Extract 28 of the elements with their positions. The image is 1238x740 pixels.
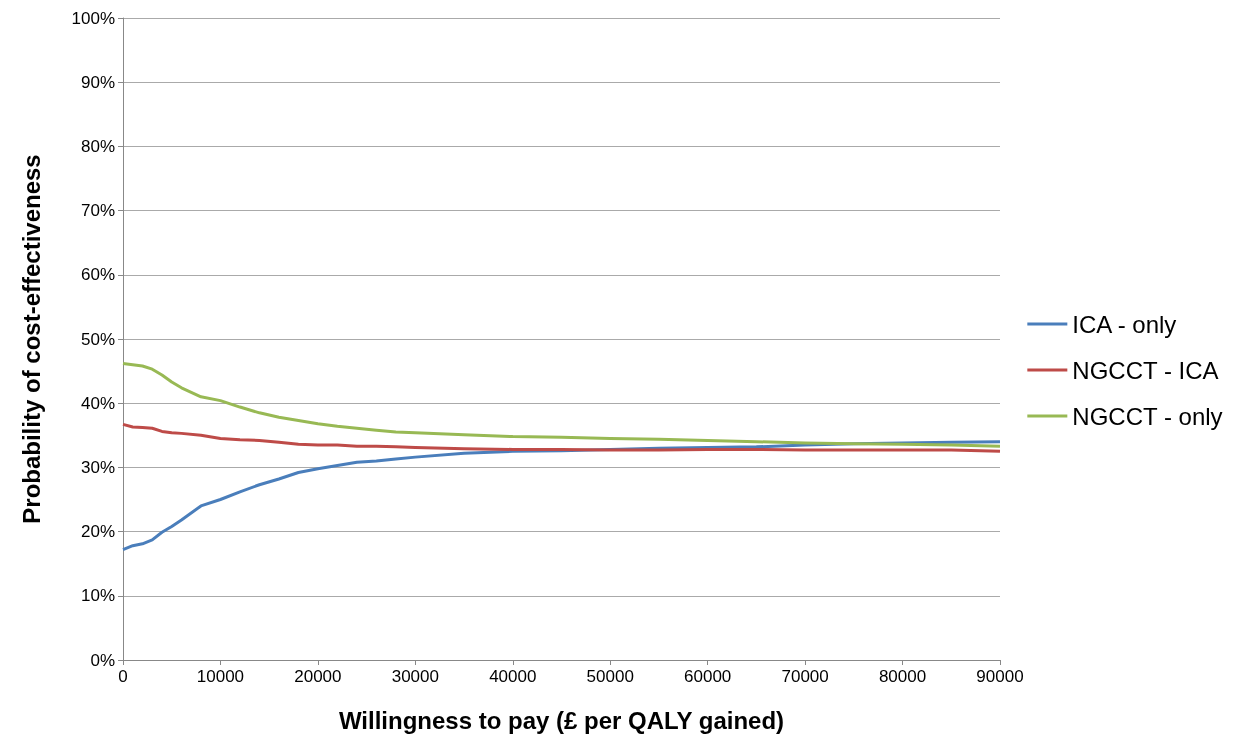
legend-label: NGCCT - only xyxy=(1072,402,1223,430)
x-tick-label: 80000 xyxy=(878,667,927,686)
legend-label: ICA - only xyxy=(1072,310,1177,338)
y-tick-label: 90% xyxy=(80,72,115,92)
x-tick-label: 60000 xyxy=(684,667,732,686)
y-tick-label: 80% xyxy=(80,136,115,156)
x-tick-label: 30000 xyxy=(391,667,439,686)
x-tick-label: 70000 xyxy=(781,667,829,686)
x-tick-label: 0 xyxy=(118,667,128,686)
y-tick-label: 10% xyxy=(80,586,115,606)
line-series xyxy=(121,361,1002,448)
legend-label: NGCCT - ICA xyxy=(1072,356,1219,384)
x-tick-label: 20000 xyxy=(294,667,342,686)
x-axis-title: Willingness to pay (£ per QALY gained) xyxy=(338,706,785,734)
y-tick-label: 70% xyxy=(80,201,115,221)
y-tick-label: 60% xyxy=(80,265,115,285)
y-tick-label: 20% xyxy=(80,522,115,542)
y-axis-title: Probability of cost-effectiveness xyxy=(17,154,45,524)
y-tick-label: 100% xyxy=(71,8,115,28)
y-tick-label: 50% xyxy=(80,329,115,349)
x-tick-label: 90000 xyxy=(976,667,1024,686)
y-tick-label: 40% xyxy=(80,393,115,413)
y-tick-label: 30% xyxy=(80,457,115,477)
y-tick-label: 0% xyxy=(90,650,115,670)
x-tick-label: 10000 xyxy=(196,667,245,686)
x-tick-label: 40000 xyxy=(489,667,537,686)
line-series xyxy=(121,422,1002,453)
x-tick-label: 50000 xyxy=(586,667,634,686)
